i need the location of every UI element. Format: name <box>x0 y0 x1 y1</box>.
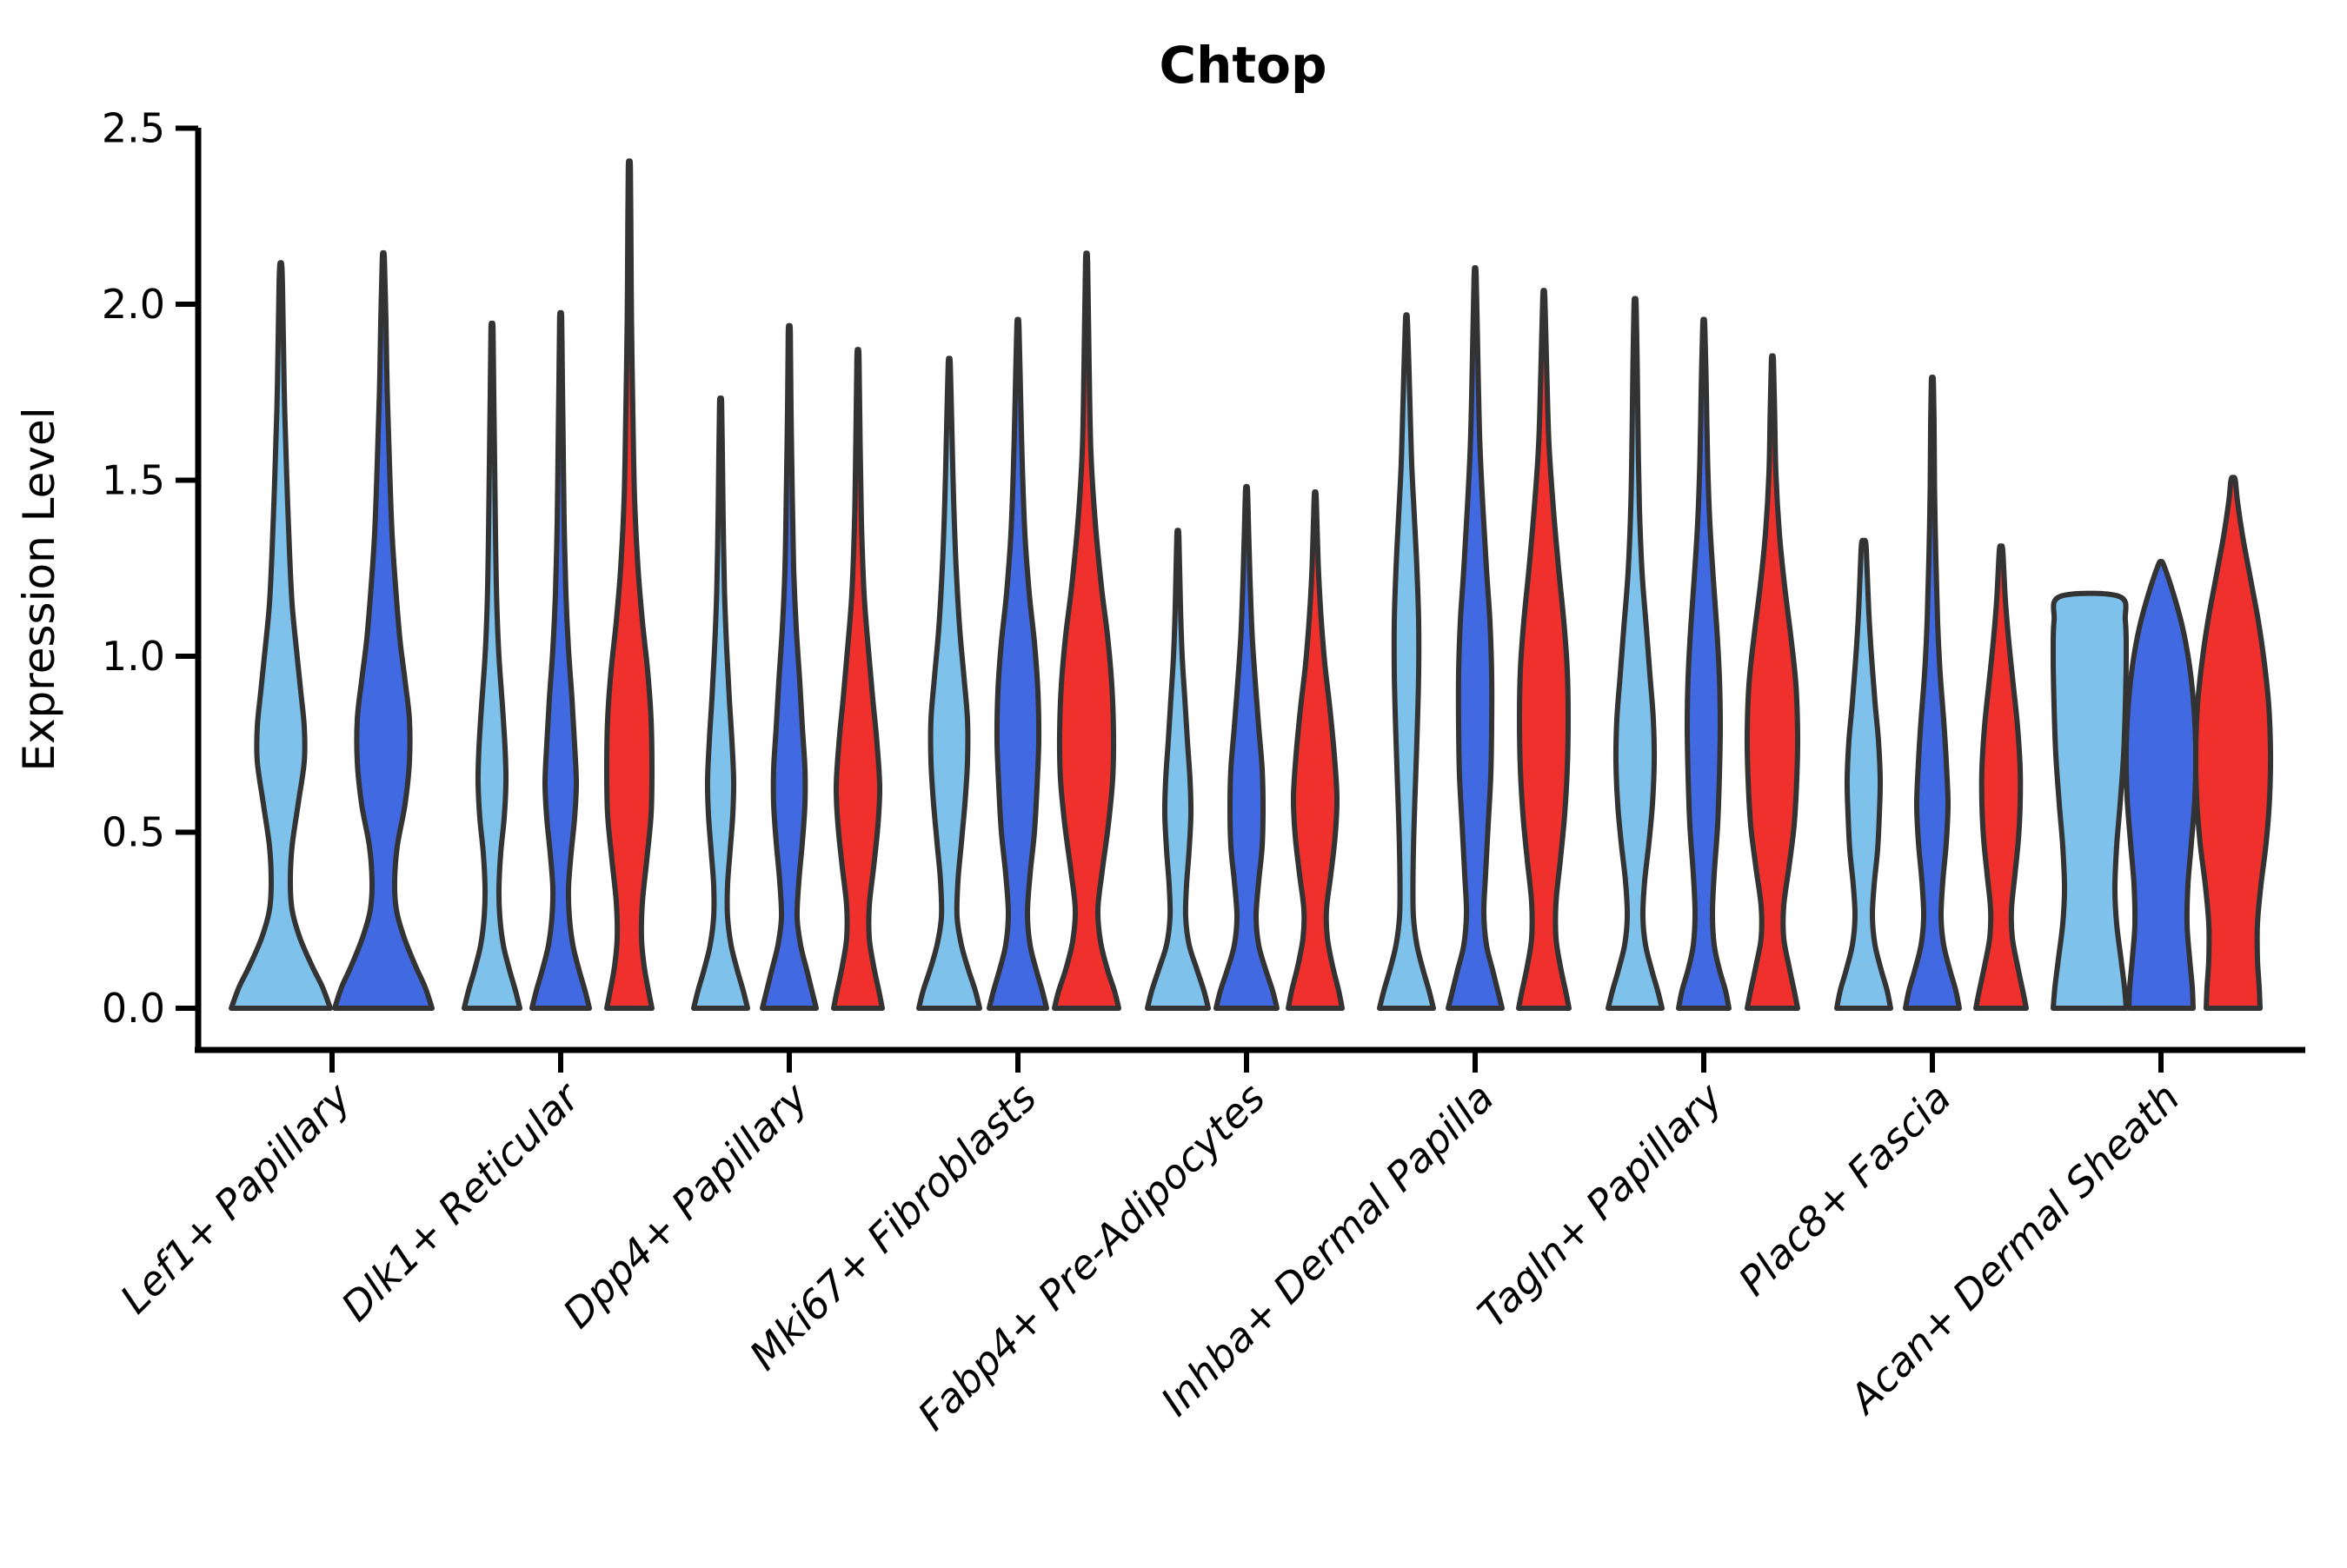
violin-group <box>2050 475 2274 1011</box>
violin-group <box>229 249 435 1011</box>
y-tick-label: 1.0 <box>102 633 165 680</box>
y-tick-label: 1.5 <box>102 457 165 504</box>
y-tick-label: 2.0 <box>102 281 165 328</box>
violin-lef1-B <box>332 249 435 1011</box>
violin-acan-B <box>2123 558 2199 1011</box>
violin-inhba-A <box>1377 312 1436 1011</box>
violin-group <box>1145 483 1345 1011</box>
y-tick-label: 0.5 <box>102 809 165 856</box>
violins <box>229 158 2274 1011</box>
violin-group <box>1606 296 1801 1011</box>
violin-dpp4-C <box>831 347 885 1011</box>
chart-title: Chtop <box>1160 36 1327 95</box>
x-tick-label: Tagln+ Papillary <box>1468 1073 1732 1337</box>
violin-mki67-A <box>916 355 982 1011</box>
violin-group <box>1377 265 1572 1011</box>
violin-plac8-C <box>1973 543 2029 1011</box>
violin-tagln-C <box>1744 353 1801 1011</box>
violin-dlk1-A <box>462 320 522 1011</box>
violin-fabp4-A <box>1145 528 1211 1011</box>
violin-mki67-C <box>1052 250 1121 1011</box>
x-tick-label: Plac8+ Fascia <box>1729 1074 1959 1305</box>
violin-fabp4-B <box>1213 483 1280 1011</box>
violin-tagln-B <box>1676 316 1732 1011</box>
violin-group <box>916 250 1121 1011</box>
x-tick-label: Dpp4+ Papillary <box>554 1073 817 1337</box>
violin-dpp4-A <box>691 395 750 1011</box>
violin-tagln-A <box>1606 296 1665 1011</box>
violin-dpp4-B <box>760 322 819 1011</box>
violin-lef1-A <box>229 260 333 1011</box>
violin-inhba-C <box>1516 288 1572 1011</box>
y-axis-ticks: 0.0 0.5 1.0 1.5 2.0 2.5 <box>102 105 198 1032</box>
violin-fabp4-C <box>1286 488 1345 1011</box>
y-tick-label: 0.0 <box>102 985 165 1032</box>
x-tick-label: Dlk1+ Reticular <box>332 1072 590 1330</box>
violin-mki67-B <box>987 316 1049 1011</box>
violin-plac8-B <box>1903 375 1962 1011</box>
violin-plac8-A <box>1834 537 1893 1011</box>
violin-group <box>1834 375 2029 1011</box>
violin-acan-A <box>2050 590 2130 1011</box>
violin-group <box>691 322 885 1011</box>
violin-acan-C <box>2192 475 2274 1011</box>
violin-dlk1-B <box>529 309 592 1011</box>
x-tick-label: Lef1+ Papillary <box>111 1073 360 1322</box>
y-axis-label: Expression Level <box>14 407 64 771</box>
violin-group <box>462 158 655 1011</box>
violin-dlk1-C <box>604 158 655 1011</box>
y-tick-label: 2.5 <box>102 105 165 152</box>
violin-inhba-B <box>1446 265 1505 1011</box>
